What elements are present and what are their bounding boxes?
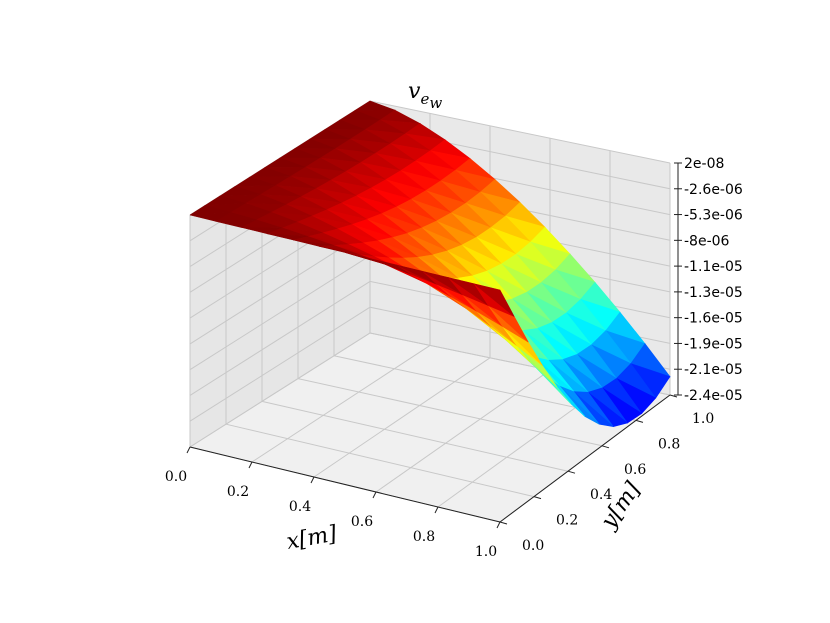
y-tick-label: 0.2	[556, 513, 578, 529]
z-tick-label: -5.3e-06	[684, 208, 743, 224]
axis-lines	[189, 163, 679, 523]
x-axis-label: x[m]	[285, 521, 339, 554]
z-tick-label: -2.4e-05	[684, 388, 743, 404]
x-tick-label: 1.0	[475, 544, 497, 560]
surface-mesh	[189, 100, 671, 428]
z-tick-label: -1.1e-05	[684, 259, 743, 275]
x-tick-label: 0.8	[413, 529, 435, 545]
chart-title: vew	[408, 79, 442, 112]
z-axis-ticks: 2e-08 -2.6e-06 -5.3e-06 -8e-06 -1.1e-05 -1.3e…	[674, 156, 743, 404]
z-tick-label: 2e-08	[684, 156, 724, 172]
x-tick-label: 0.6	[351, 514, 373, 530]
y-tick-label: 0.6	[624, 462, 646, 478]
y-tick-label: 0.4	[590, 487, 612, 503]
y-axis-ticks: 0.0 0.2 0.4 0.6 0.8 1.0	[499, 394, 714, 554]
surface-facet	[474, 283, 515, 317]
z-tick-label: -2.6e-06	[684, 182, 743, 198]
x-tick-label: 0.2	[227, 484, 249, 500]
z-tick-label: -8e-06	[684, 233, 730, 249]
z-tick-label: -2.1e-05	[684, 362, 743, 378]
y-tick-label: 0.0	[522, 538, 544, 554]
z-tick-label: -1.9e-05	[684, 336, 743, 352]
y-tick-label: 0.8	[658, 436, 680, 452]
x-tick-label: 0.4	[289, 499, 311, 515]
x-axis-ticks: 0.0 0.2 0.4 0.6 0.8 1.0	[165, 446, 501, 560]
z-tick-label: -1.6e-05	[684, 311, 743, 327]
x-tick-label: 0.0	[165, 469, 187, 485]
z-tick-label: -1.3e-05	[684, 285, 743, 301]
y-axis-label: y[m]	[596, 477, 646, 534]
y-tick-label: 1.0	[692, 411, 714, 427]
